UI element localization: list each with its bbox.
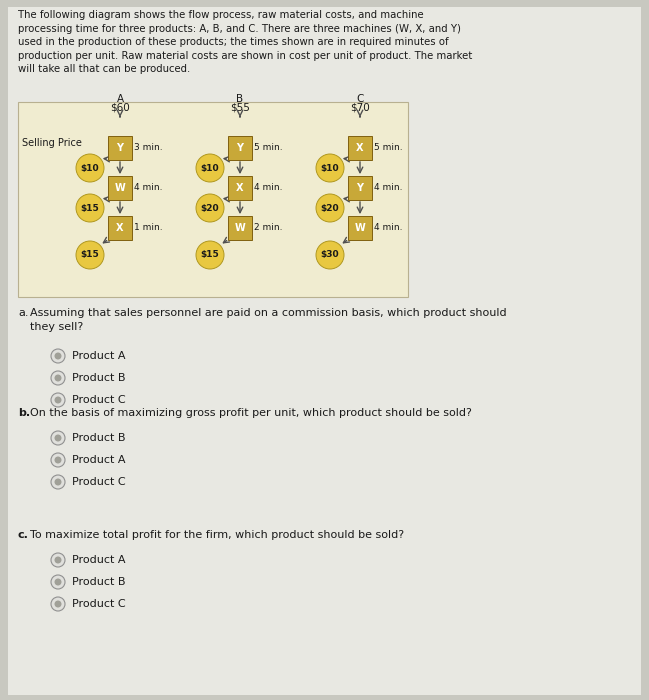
Text: b.: b. (18, 408, 30, 418)
Text: 5 min.: 5 min. (374, 144, 402, 153)
Text: 3 min.: 3 min. (134, 144, 163, 153)
Text: Product C: Product C (72, 395, 126, 405)
Text: Product B: Product B (72, 577, 125, 587)
Text: Product A: Product A (72, 555, 125, 565)
Text: $15: $15 (80, 251, 99, 260)
Circle shape (55, 353, 62, 360)
Text: To maximize total profit for the firm, which product should be sold?: To maximize total profit for the firm, w… (30, 530, 404, 540)
Text: $70: $70 (350, 102, 370, 112)
Circle shape (316, 194, 344, 222)
Text: W: W (115, 183, 125, 193)
Text: W: W (354, 223, 365, 233)
Text: 1 min.: 1 min. (134, 223, 163, 232)
FancyBboxPatch shape (108, 176, 132, 200)
Circle shape (55, 578, 62, 585)
Circle shape (51, 475, 65, 489)
Circle shape (51, 575, 65, 589)
Text: 4 min.: 4 min. (374, 183, 402, 192)
Circle shape (316, 241, 344, 269)
Text: Product A: Product A (72, 455, 125, 465)
Text: W: W (235, 223, 245, 233)
Text: X: X (236, 183, 244, 193)
Text: Y: Y (117, 143, 123, 153)
Text: $30: $30 (321, 251, 339, 260)
FancyBboxPatch shape (348, 136, 372, 160)
Text: Product B: Product B (72, 433, 125, 443)
Text: X: X (356, 143, 363, 153)
Text: On the basis of maximizing gross profit per unit, which product should be sold?: On the basis of maximizing gross profit … (30, 408, 472, 418)
Circle shape (51, 431, 65, 445)
Text: Product C: Product C (72, 477, 126, 487)
Text: Product C: Product C (72, 599, 126, 609)
Circle shape (51, 453, 65, 467)
Text: Product B: Product B (72, 373, 125, 383)
Circle shape (51, 393, 65, 407)
Circle shape (55, 556, 62, 564)
Circle shape (55, 435, 62, 442)
Text: B: B (236, 94, 243, 104)
Text: 4 min.: 4 min. (254, 183, 282, 192)
FancyBboxPatch shape (8, 7, 641, 695)
Text: $15: $15 (201, 251, 219, 260)
FancyBboxPatch shape (348, 216, 372, 240)
Text: Product A: Product A (72, 351, 125, 361)
FancyBboxPatch shape (108, 136, 132, 160)
Circle shape (55, 601, 62, 608)
Text: $10: $10 (201, 164, 219, 172)
Text: $20: $20 (321, 204, 339, 213)
Text: Y: Y (356, 183, 363, 193)
FancyBboxPatch shape (108, 216, 132, 240)
FancyBboxPatch shape (228, 216, 252, 240)
Text: 4 min.: 4 min. (134, 183, 162, 192)
Text: $20: $20 (201, 204, 219, 213)
Text: a.: a. (18, 308, 29, 318)
Circle shape (55, 374, 62, 382)
Circle shape (76, 241, 104, 269)
Text: The following diagram shows the flow process, raw material costs, and machine
pr: The following diagram shows the flow pro… (18, 10, 472, 74)
Circle shape (196, 241, 224, 269)
Circle shape (55, 396, 62, 403)
Circle shape (51, 371, 65, 385)
FancyBboxPatch shape (228, 136, 252, 160)
Text: $10: $10 (80, 164, 99, 172)
Text: 4 min.: 4 min. (374, 223, 402, 232)
FancyBboxPatch shape (228, 176, 252, 200)
Circle shape (51, 597, 65, 611)
Text: A: A (116, 94, 123, 104)
Circle shape (196, 154, 224, 182)
Text: Y: Y (236, 143, 243, 153)
Text: $60: $60 (110, 102, 130, 112)
Circle shape (55, 479, 62, 486)
Text: Assuming that sales personnel are paid on a commission basis, which product shou: Assuming that sales personnel are paid o… (30, 308, 507, 332)
Circle shape (51, 553, 65, 567)
Circle shape (76, 194, 104, 222)
Circle shape (196, 194, 224, 222)
Circle shape (316, 154, 344, 182)
FancyBboxPatch shape (348, 176, 372, 200)
Circle shape (51, 349, 65, 363)
Text: c.: c. (18, 530, 29, 540)
FancyBboxPatch shape (18, 102, 408, 297)
Circle shape (55, 456, 62, 463)
Text: Selling Price: Selling Price (22, 138, 82, 148)
Text: $55: $55 (230, 102, 250, 112)
Circle shape (76, 154, 104, 182)
Text: 2 min.: 2 min. (254, 223, 282, 232)
Text: C: C (356, 94, 363, 104)
Text: 5 min.: 5 min. (254, 144, 282, 153)
Text: $10: $10 (321, 164, 339, 172)
Text: $15: $15 (80, 204, 99, 213)
Text: X: X (116, 223, 124, 233)
